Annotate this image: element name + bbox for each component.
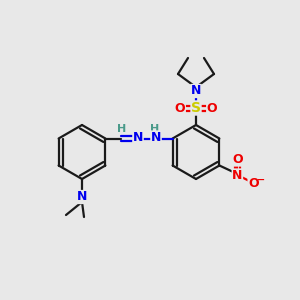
Text: −: −: [257, 175, 266, 184]
Text: S: S: [191, 101, 201, 115]
Text: O: O: [248, 177, 259, 190]
Text: O: O: [175, 101, 185, 115]
Text: N: N: [133, 131, 143, 144]
Text: H: H: [150, 124, 160, 134]
Text: O: O: [207, 101, 217, 115]
Text: N: N: [191, 85, 201, 98]
Text: H: H: [117, 124, 127, 134]
Text: N: N: [77, 190, 87, 203]
Text: N: N: [151, 131, 161, 144]
Text: O: O: [232, 153, 243, 166]
Text: N: N: [232, 169, 243, 182]
